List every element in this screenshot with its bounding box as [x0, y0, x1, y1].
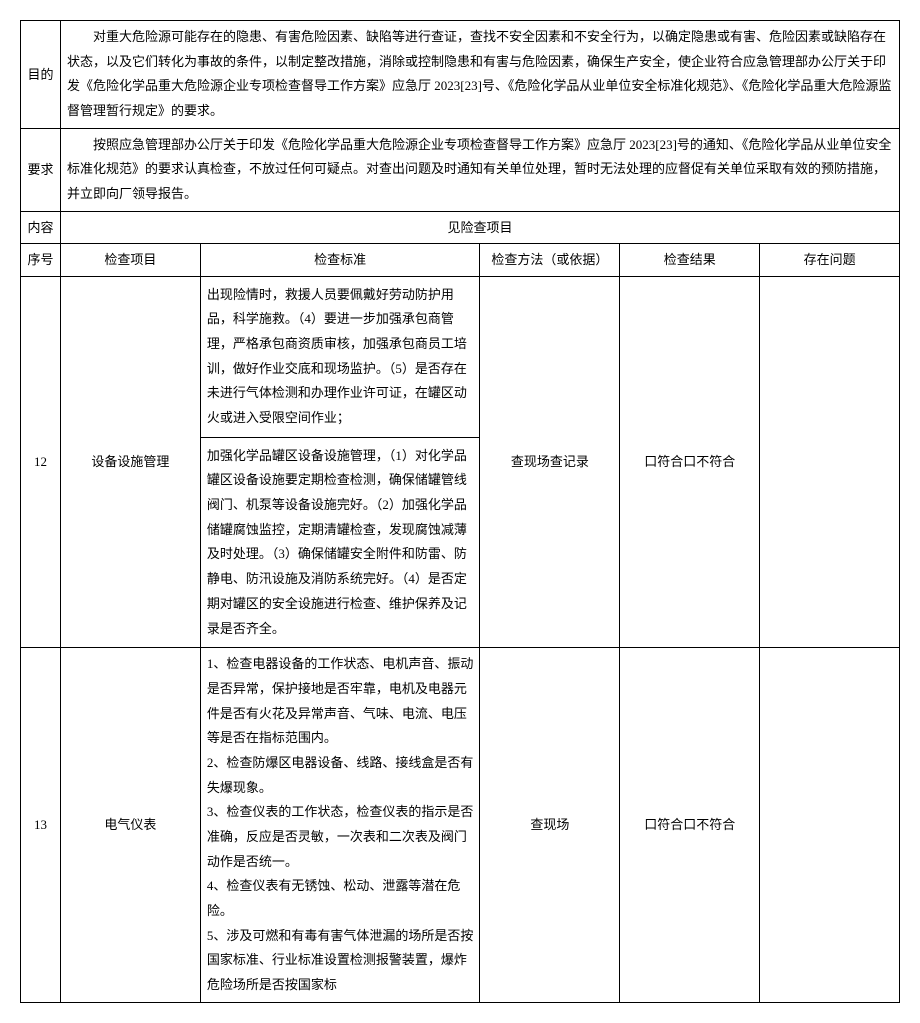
column-header-row: 序号 检查项目 检查标准 检查方法（或依据） 检查结果 存在问题: [21, 244, 900, 276]
row-method: 查现场: [480, 648, 620, 1003]
row-result: 口符合口不符合: [620, 276, 760, 648]
row-standard: 1、检查电器设备的工作状态、电机声音、振动是否异常，保护接地是否牢靠，电机及电器…: [200, 648, 480, 1003]
content-row: 内容 见险查项目: [21, 211, 900, 243]
col-item: 检查项目: [61, 244, 201, 276]
row-standard: 出现险情时，救援人员要佩戴好劳动防护用品，科学施救。（4）要进一步加强承包商管理…: [200, 276, 480, 648]
col-problem: 存在问题: [760, 244, 900, 276]
inspection-table: 目的 对重大危险源可能存在的隐患、有害危险因素、缺陷等进行查证，查找不安全因素和…: [20, 20, 900, 1003]
standard-text: 出现险情时，救援人员要佩戴好劳动防护用品，科学施救。（4）要进一步加强承包商管理…: [201, 277, 480, 438]
row-seq: 12: [21, 276, 61, 648]
row-item: 电气仪表: [61, 648, 201, 1003]
row-result: 口符合口不符合: [620, 648, 760, 1003]
col-standard: 检查标准: [200, 244, 480, 276]
content-text: 见险查项目: [61, 211, 900, 243]
content-label: 内容: [21, 211, 61, 243]
purpose-row: 目的 对重大危险源可能存在的隐患、有害危险因素、缺陷等进行查证，查找不安全因素和…: [21, 21, 900, 129]
purpose-text: 对重大危险源可能存在的隐患、有害危险因素、缺陷等进行查证，查找不安全因素和不安全…: [61, 21, 900, 129]
col-result: 检查结果: [620, 244, 760, 276]
row-problem: [760, 276, 900, 648]
row-problem: [760, 648, 900, 1003]
standard-text: 加强化学品罐区设备设施管理，（1）对化学品罐区设备设施要定期检查检测，确保储罐管…: [201, 438, 480, 648]
col-seq: 序号: [21, 244, 61, 276]
row-seq: 13: [21, 648, 61, 1003]
row-method: 查现场查记录: [480, 276, 620, 648]
requirement-text: 按照应急管理部办公厅关于印发《危险化学品重大危险源企业专项检查督导工作方案》应急…: [61, 128, 900, 211]
requirement-label: 要求: [21, 128, 61, 211]
purpose-label: 目的: [21, 21, 61, 129]
requirement-row: 要求 按照应急管理部办公厅关于印发《危险化学品重大危险源企业专项检查督导工作方案…: [21, 128, 900, 211]
row-item: 设备设施管理: [61, 276, 201, 648]
table-row: 13 电气仪表 1、检查电器设备的工作状态、电机声音、振动是否异常，保护接地是否…: [21, 648, 900, 1003]
table-row: 12 设备设施管理 出现险情时，救援人员要佩戴好劳动防护用品，科学施救。（4）要…: [21, 276, 900, 648]
col-method: 检查方法（或依据）: [480, 244, 620, 276]
